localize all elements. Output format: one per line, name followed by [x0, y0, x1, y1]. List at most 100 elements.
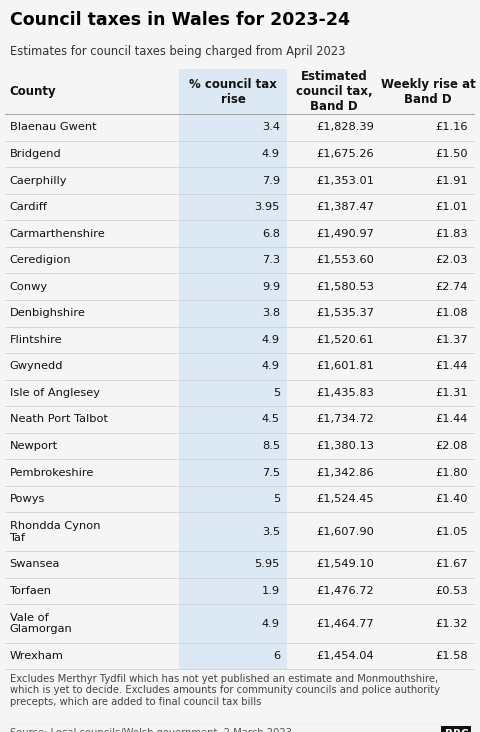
- Text: Newport: Newport: [10, 441, 58, 451]
- Text: £1,607.90: £1,607.90: [316, 527, 374, 537]
- Text: Powys: Powys: [10, 494, 45, 504]
- Bar: [179, 406, 287, 433]
- Text: Torfaen: Torfaen: [10, 586, 51, 596]
- Bar: [179, 326, 287, 353]
- Bar: [179, 380, 287, 406]
- Text: £1.58: £1.58: [435, 651, 468, 661]
- Text: Ceredigion: Ceredigion: [10, 255, 71, 265]
- Text: £1,353.01: £1,353.01: [316, 176, 374, 186]
- Bar: [179, 486, 287, 512]
- Text: 7.3: 7.3: [262, 255, 280, 265]
- Bar: [179, 353, 287, 380]
- Text: 4.9: 4.9: [262, 335, 280, 345]
- Text: £1,734.72: £1,734.72: [316, 414, 374, 425]
- Text: 7.5: 7.5: [262, 468, 280, 477]
- Text: £1.67: £1.67: [436, 559, 468, 569]
- Text: % council tax
rise: % council tax rise: [189, 78, 277, 105]
- Text: Neath Port Talbot: Neath Port Talbot: [10, 414, 108, 425]
- Text: £1,675.26: £1,675.26: [316, 149, 374, 159]
- Text: Vale of
Glamorgan: Vale of Glamorgan: [10, 613, 72, 635]
- Text: 3.4: 3.4: [262, 122, 280, 132]
- Bar: [179, 168, 287, 194]
- Bar: [179, 69, 287, 114]
- Text: BBC: BBC: [444, 729, 468, 732]
- Text: Source: Local councils/Welsh government, 2 March 2023: Source: Local councils/Welsh government,…: [10, 728, 291, 732]
- Text: £1.08: £1.08: [435, 308, 468, 318]
- Text: Swansea: Swansea: [10, 559, 60, 569]
- Text: £2.03: £2.03: [436, 255, 468, 265]
- Text: 1.9: 1.9: [262, 586, 280, 596]
- Text: £1,380.13: £1,380.13: [316, 441, 374, 451]
- Text: Pembrokeshire: Pembrokeshire: [10, 468, 94, 477]
- Bar: [179, 220, 287, 247]
- Text: 4.9: 4.9: [262, 619, 280, 629]
- Text: Caerphilly: Caerphilly: [10, 176, 67, 186]
- Text: 7.9: 7.9: [262, 176, 280, 186]
- Text: £1.91: £1.91: [435, 176, 468, 186]
- Text: Denbighshire: Denbighshire: [10, 308, 85, 318]
- Text: £1,520.61: £1,520.61: [316, 335, 374, 345]
- Text: £1,342.86: £1,342.86: [316, 468, 374, 477]
- Text: £1.31: £1.31: [435, 388, 468, 398]
- Text: 9.9: 9.9: [262, 282, 280, 292]
- Text: £1.44: £1.44: [436, 362, 468, 371]
- Text: £1,601.81: £1,601.81: [316, 362, 374, 371]
- Text: 5.95: 5.95: [254, 559, 280, 569]
- Text: Wrexham: Wrexham: [10, 651, 63, 661]
- Text: £1,828.39: £1,828.39: [316, 122, 374, 132]
- Text: £1,464.77: £1,464.77: [316, 619, 374, 629]
- Text: Conwy: Conwy: [10, 282, 48, 292]
- Text: Blaenau Gwent: Blaenau Gwent: [10, 122, 96, 132]
- Text: 5: 5: [273, 494, 280, 504]
- Text: £2.08: £2.08: [436, 441, 468, 451]
- Text: Bridgend: Bridgend: [10, 149, 61, 159]
- Text: £1.01: £1.01: [435, 202, 468, 212]
- Text: £2.74: £2.74: [436, 282, 468, 292]
- Text: £1.05: £1.05: [435, 527, 468, 537]
- Text: 8.5: 8.5: [262, 441, 280, 451]
- Text: £1,476.72: £1,476.72: [316, 586, 374, 596]
- Text: £1,435.83: £1,435.83: [316, 388, 374, 398]
- Text: Estimates for council taxes being charged from April 2023: Estimates for council taxes being charge…: [10, 45, 345, 59]
- Bar: [179, 433, 287, 459]
- Text: 4.9: 4.9: [262, 149, 280, 159]
- Text: £1,580.53: £1,580.53: [316, 282, 374, 292]
- Text: £1.40: £1.40: [436, 494, 468, 504]
- Text: £1.83: £1.83: [435, 228, 468, 239]
- Text: Isle of Anglesey: Isle of Anglesey: [10, 388, 99, 398]
- Text: £1.32: £1.32: [436, 619, 468, 629]
- Text: Gwynedd: Gwynedd: [10, 362, 63, 371]
- Text: Rhondda Cynon
Taf: Rhondda Cynon Taf: [10, 521, 100, 542]
- Bar: [179, 141, 287, 168]
- Bar: [179, 512, 287, 551]
- Text: 4.5: 4.5: [262, 414, 280, 425]
- Text: County: County: [10, 85, 56, 98]
- Bar: [179, 604, 287, 643]
- Bar: [179, 247, 287, 274]
- Text: £1,454.04: £1,454.04: [316, 651, 374, 661]
- Text: 4.9: 4.9: [262, 362, 280, 371]
- Text: Flintshire: Flintshire: [10, 335, 62, 345]
- Bar: [179, 194, 287, 220]
- Text: Excludes Merthyr Tydfil which has not yet published an estimate and Monmouthshir: Excludes Merthyr Tydfil which has not ye…: [10, 673, 440, 707]
- Text: 5: 5: [273, 388, 280, 398]
- Text: Carmarthenshire: Carmarthenshire: [10, 228, 105, 239]
- Text: £1.44: £1.44: [436, 414, 468, 425]
- Text: £1,524.45: £1,524.45: [316, 494, 374, 504]
- Bar: [179, 551, 287, 578]
- Text: £1.16: £1.16: [436, 122, 468, 132]
- Text: 6.8: 6.8: [262, 228, 280, 239]
- Bar: [179, 300, 287, 326]
- Text: £1,549.10: £1,549.10: [316, 559, 374, 569]
- Text: £1.80: £1.80: [435, 468, 468, 477]
- Bar: [179, 578, 287, 604]
- Text: 3.8: 3.8: [262, 308, 280, 318]
- Text: £1.37: £1.37: [435, 335, 468, 345]
- Text: £1.50: £1.50: [435, 149, 468, 159]
- Text: Council taxes in Wales for 2023-24: Council taxes in Wales for 2023-24: [10, 11, 349, 29]
- Text: £1,387.47: £1,387.47: [316, 202, 374, 212]
- Text: £1,553.60: £1,553.60: [316, 255, 374, 265]
- Bar: [179, 643, 287, 670]
- Text: Cardiff: Cardiff: [10, 202, 48, 212]
- Bar: [179, 274, 287, 300]
